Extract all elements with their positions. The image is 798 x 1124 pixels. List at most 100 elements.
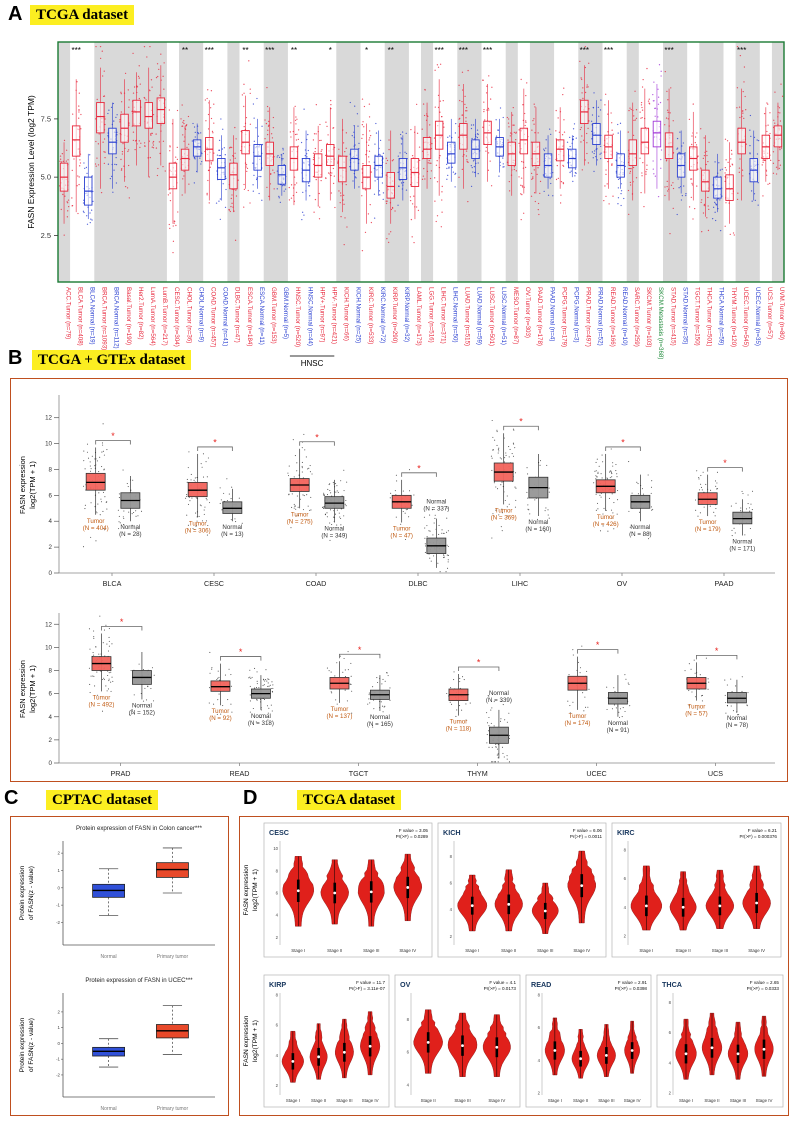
- svg-text:Protein expression: Protein expression: [19, 865, 26, 920]
- svg-text:**: **: [182, 46, 188, 55]
- svg-text:Stage II: Stage II: [501, 948, 516, 953]
- svg-text:OV.Tumor (n=303): OV.Tumor (n=303): [524, 287, 531, 338]
- svg-text:PCPG.Tumor (n=179): PCPG.Tumor (n=179): [560, 287, 567, 347]
- svg-text:LUSC.Tumor (n=501): LUSC.Tumor (n=501): [488, 287, 495, 346]
- svg-text:(N = 179): (N = 179): [695, 526, 721, 533]
- svg-text:2: 2: [669, 1091, 672, 1096]
- svg-text:SKCM.Tumor (n=103): SKCM.Tumor (n=103): [645, 287, 652, 347]
- svg-text:Tumor: Tumor: [93, 694, 111, 701]
- svg-text:HNSC.Normal (n=44): HNSC.Normal (n=44): [306, 287, 313, 346]
- svg-text:***: ***: [604, 46, 613, 55]
- svg-text:2: 2: [49, 737, 53, 744]
- svg-text:OV: OV: [617, 579, 628, 588]
- svg-text:Normal: Normal: [251, 713, 271, 720]
- svg-text:KIRC: KIRC: [617, 828, 635, 837]
- svg-text:***: ***: [265, 46, 274, 55]
- svg-text:KIRP.Normal (n=32): KIRP.Normal (n=32): [403, 287, 410, 342]
- svg-text:8: 8: [276, 993, 279, 998]
- svg-text:Stage II: Stage II: [421, 1098, 436, 1103]
- svg-text:Pr(>F) = 0.0333: Pr(>F) = 0.0333: [747, 986, 780, 991]
- svg-text:(N = 92): (N = 92): [209, 715, 232, 722]
- svg-text:Normal: Normal: [630, 524, 650, 531]
- svg-text:Tumor: Tumor: [495, 507, 513, 514]
- svg-text:Stage IV: Stage IV: [748, 948, 765, 953]
- svg-text:(N = 492): (N = 492): [88, 701, 114, 708]
- svg-text:LUSC.Normal (n=51): LUSC.Normal (n=51): [500, 287, 507, 345]
- svg-text:4: 4: [276, 913, 279, 918]
- svg-text:COAD: COAD: [306, 579, 327, 588]
- svg-text:(N = 88): (N = 88): [629, 531, 652, 538]
- svg-text:THCA.Tumor (n=501): THCA.Tumor (n=501): [706, 287, 713, 346]
- svg-text:UVM.Tumor (n=80): UVM.Tumor (n=80): [778, 287, 785, 340]
- svg-text:(N = 339): (N = 339): [486, 697, 512, 704]
- svg-text:CESC.Tumor (n=304): CESC.Tumor (n=304): [173, 287, 180, 347]
- svg-text:READ.Tumor (n=166): READ.Tumor (n=166): [609, 287, 616, 347]
- svg-text:GBM.Normal (n=5): GBM.Normal (n=5): [282, 287, 289, 339]
- svg-text:Stage I: Stage I: [291, 948, 305, 953]
- svg-text:10: 10: [45, 644, 52, 651]
- svg-text:(N = 306): (N = 306): [185, 527, 211, 534]
- svg-text:BRCA.Tumor (n=1093): BRCA.Tumor (n=1093): [101, 287, 108, 350]
- svg-text:COAD.Normal (n=41): COAD.Normal (n=41): [222, 287, 229, 346]
- svg-text:6: 6: [276, 891, 279, 896]
- svg-text:4: 4: [538, 1058, 541, 1063]
- svg-text:6: 6: [49, 492, 53, 499]
- svg-text:8: 8: [276, 868, 279, 873]
- svg-text:**: **: [242, 46, 248, 55]
- svg-text:READ.Normal (n=10): READ.Normal (n=10): [621, 287, 628, 346]
- svg-text:UCEC.Normal (n=35): UCEC.Normal (n=35): [754, 287, 761, 346]
- svg-text:Normal: Normal: [528, 519, 548, 526]
- svg-text:Normal: Normal: [370, 714, 390, 721]
- svg-text:FASN expression: FASN expression: [18, 456, 27, 514]
- svg-text:Protein expression of FASN in: Protein expression of FASN in Colon canc…: [76, 825, 203, 832]
- svg-text:*: *: [417, 463, 421, 473]
- svg-text:(N = 426): (N = 426): [593, 521, 619, 528]
- svg-text:Normal: Normal: [489, 690, 509, 697]
- svg-text:STAD.Normal (n=35): STAD.Normal (n=35): [681, 287, 688, 344]
- svg-text:KIRP.Tumor (n=290): KIRP.Tumor (n=290): [391, 287, 398, 343]
- svg-text:6: 6: [450, 881, 453, 886]
- svg-text:2: 2: [49, 544, 53, 551]
- svg-text:(N = 318): (N = 318): [248, 720, 274, 727]
- svg-text:(N = 174): (N = 174): [564, 720, 590, 727]
- svg-text:2.5: 2.5: [41, 231, 51, 240]
- svg-text:UCEC.Tumor (n=545): UCEC.Tumor (n=545): [742, 287, 749, 347]
- svg-text:PAAD: PAAD: [714, 579, 733, 588]
- svg-text:Tumor: Tumor: [291, 511, 309, 518]
- svg-text:LIHC.Tumor (n=371): LIHC.Tumor (n=371): [439, 287, 446, 344]
- svg-text:***: ***: [580, 46, 589, 55]
- svg-text:TGCT: TGCT: [349, 769, 369, 778]
- svg-text:10: 10: [273, 846, 278, 851]
- svg-text:(N = 275): (N = 275): [287, 518, 313, 525]
- svg-text:F value = 6.21: F value = 6.21: [748, 828, 778, 833]
- panel-c-label: C: [4, 787, 19, 809]
- svg-text:of FASN(z - value): of FASN(z - value): [28, 1018, 35, 1072]
- svg-text:Primary tumor: Primary tumor: [157, 1106, 189, 1112]
- svg-text:Stage I: Stage I: [286, 1098, 300, 1103]
- svg-text:(N = 404): (N = 404): [83, 525, 109, 532]
- svg-text:Tumor: Tumor: [331, 706, 349, 713]
- svg-text:0: 0: [58, 885, 61, 890]
- svg-text:Normal: Normal: [324, 526, 344, 533]
- svg-text:ACC.Tumor (n=79): ACC.Tumor (n=79): [64, 287, 71, 339]
- svg-text:2: 2: [450, 934, 453, 939]
- svg-text:(N = 137): (N = 137): [326, 713, 352, 720]
- svg-text:THYM: THYM: [467, 769, 487, 778]
- svg-text:Stage I: Stage I: [548, 1098, 562, 1103]
- svg-text:***: ***: [434, 46, 443, 55]
- svg-text:Stage III: Stage III: [712, 948, 728, 953]
- svg-text:Stage II: Stage II: [704, 1098, 719, 1103]
- svg-text:8: 8: [538, 993, 541, 998]
- svg-text:THYM.Tumor (n=120): THYM.Tumor (n=120): [730, 287, 737, 347]
- svg-text:***: ***: [459, 46, 468, 55]
- svg-text:4: 4: [450, 907, 453, 912]
- svg-text:(N = 13): (N = 13): [221, 531, 244, 538]
- svg-text:KIRC.Normal (n=72): KIRC.Normal (n=72): [379, 287, 386, 343]
- svg-text:UCEC: UCEC: [586, 769, 606, 778]
- svg-text:0: 0: [49, 570, 53, 577]
- svg-text:-1: -1: [56, 1057, 60, 1062]
- svg-text:Stage II: Stage II: [573, 1098, 588, 1103]
- svg-text:8: 8: [49, 668, 53, 675]
- svg-text:COAD.Tumor (n=457): COAD.Tumor (n=457): [209, 287, 216, 347]
